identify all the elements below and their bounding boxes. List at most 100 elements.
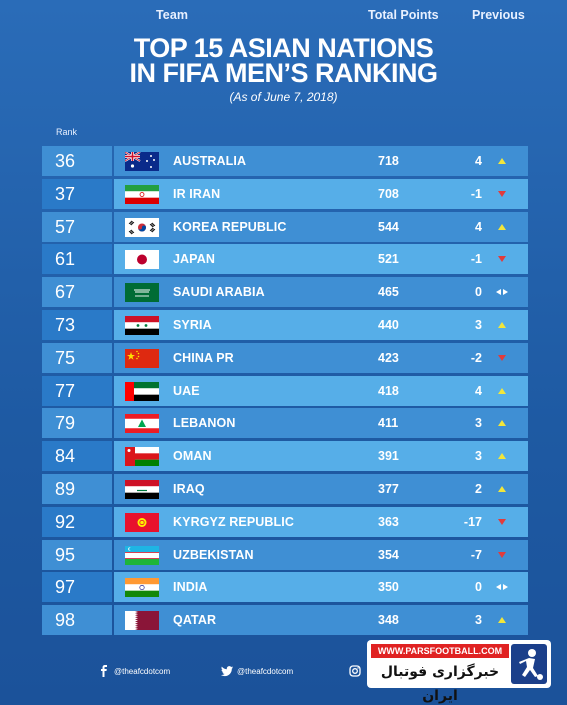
team-name: SYRIA (173, 317, 212, 332)
row-body: OMAN 391 3 (114, 441, 528, 472)
rank-value: 95 (42, 539, 112, 570)
india-flag (125, 578, 159, 598)
arrow-down-icon (496, 354, 508, 363)
previous-change: 0 (475, 580, 482, 595)
rank-value: 77 (42, 375, 112, 406)
total-points: 544 (378, 219, 399, 234)
rank-value: 79 (42, 408, 112, 439)
title-line-1: TOP 15 ASIAN NATIONS (133, 33, 434, 63)
rank-value: 75 (42, 342, 112, 373)
table-row: 36 AUSTRALIA 718 4 (42, 146, 528, 176)
total-points: 418 (378, 383, 399, 398)
previous-change: 3 (475, 416, 482, 431)
iraq-flag (125, 479, 159, 499)
rank-value: 67 (42, 277, 112, 308)
arrow-up-icon (496, 223, 508, 232)
previous-change: 4 (475, 154, 482, 168)
team-name: IR IRAN (173, 186, 221, 201)
table-row: 67 SAUDI ARABIA 465 0 (42, 277, 528, 308)
table-row: 37 IR IRAN 708 -1 (42, 178, 528, 209)
rank-value: 84 (42, 441, 112, 472)
syria-flag (125, 315, 159, 335)
table-row: 57 KOREA REPUBLIC 544 4 (42, 211, 528, 242)
rank-value: 98 (42, 605, 112, 636)
arrow-up-icon (496, 485, 508, 494)
team-name: QATAR (173, 613, 217, 628)
oman-flag (125, 447, 159, 467)
row-body: LEBANON 411 3 (114, 408, 528, 439)
rank-value: 37 (42, 178, 112, 209)
arrow-up-icon (496, 616, 508, 625)
row-body: SAUDI ARABIA 465 0 (114, 277, 528, 308)
twitter-icon (221, 665, 233, 677)
team-name: CHINA PR (173, 350, 234, 365)
row-body: JAPAN 521 -1 (114, 244, 528, 275)
arrow-up-icon (496, 419, 508, 428)
previous-change: 3 (475, 613, 482, 628)
team-name: KYRGYZ REPUBLIC (173, 514, 294, 529)
column-header-rank: Rank (56, 127, 78, 137)
saudi-arabia-flag (125, 283, 159, 303)
table-row: 97 INDIA 350 0 (42, 572, 528, 603)
arrow-left-right-icon (496, 583, 508, 592)
column-header-team: Team (156, 8, 189, 22)
total-points: 363 (378, 514, 399, 529)
row-body: CHINA PR 423 -2 (114, 342, 528, 373)
team-name: UAE (173, 383, 200, 398)
row-body: SYRIA 440 3 (114, 309, 528, 340)
table-row: 89 IRAQ 377 2 (42, 473, 528, 504)
footer-twitter: @theafcdotcom (221, 665, 293, 677)
row-body: INDIA 350 0 (114, 572, 528, 603)
kyrgyzstan-flag (125, 512, 159, 532)
team-name: JAPAN (173, 252, 215, 267)
team-name: INDIA (173, 580, 208, 595)
facebook-icon (98, 665, 110, 677)
previous-change: -1 (470, 186, 482, 201)
iran-flag (125, 184, 159, 204)
previous-change: 3 (475, 317, 482, 332)
arrow-up-icon (496, 452, 508, 461)
instagram-icon (349, 665, 361, 677)
previous-change: 3 (475, 449, 482, 464)
japan-flag (125, 250, 159, 270)
arrow-down-icon (496, 255, 508, 264)
previous-change: -2 (470, 350, 482, 365)
arrow-down-icon (496, 190, 508, 199)
row-body: UZBEKISTAN 354 -7 (114, 539, 528, 570)
previous-change: -17 (463, 514, 482, 529)
row-body: IRAQ 377 2 (114, 473, 528, 504)
rank-value: 57 (42, 211, 112, 242)
football-player-logo-icon (511, 644, 547, 684)
uae-flag (125, 381, 159, 401)
china-flag (125, 348, 159, 368)
rank-value: 61 (42, 244, 112, 275)
row-body: UAE 418 4 (114, 375, 528, 406)
previous-change: 0 (475, 285, 482, 300)
table-row: 73 SYRIA 440 3 (42, 309, 528, 340)
table-row: 61 JAPAN 521 -1 (42, 244, 528, 275)
total-points: 708 (378, 186, 399, 201)
facebook-handle: @theafcdotcom (114, 666, 171, 676)
subtitle: (As of June 7, 2018) (229, 90, 338, 104)
watermark-persian: خبرگزاری فوتبال ایران (380, 664, 500, 704)
column-header-points: Total Points (368, 8, 439, 22)
row-body: IR IRAN 708 -1 (114, 178, 528, 209)
table-row: 75 CHINA PR 423 -2 (42, 342, 528, 373)
ranking-table: 36 AUSTRALIA 718 4 37 IR IRAN 708 -1 57 (42, 146, 528, 638)
table-row: 98 QATAR 348 3 (42, 605, 528, 636)
table-row: 84 OMAN 391 3 (42, 441, 528, 472)
twitter-handle: @theafcdotcom (237, 666, 294, 676)
total-points: 377 (378, 481, 399, 496)
total-points: 423 (378, 350, 399, 365)
lebanon-flag (125, 414, 159, 434)
rank-value: 97 (42, 572, 112, 603)
australia-flag (125, 152, 159, 171)
previous-change: -7 (470, 547, 482, 562)
team-name: AUSTRALIA (173, 154, 247, 168)
total-points: 440 (378, 317, 399, 332)
korea-flag (125, 217, 159, 237)
total-points: 718 (378, 154, 399, 168)
table-row: 92 KYRGYZ REPUBLIC 363 -17 (42, 506, 528, 537)
total-points: 350 (378, 580, 399, 595)
parsfootball-watermark: WWW.PARSFOOTBALL.COM خبرگزاری فوتبال ایر… (367, 640, 551, 704)
